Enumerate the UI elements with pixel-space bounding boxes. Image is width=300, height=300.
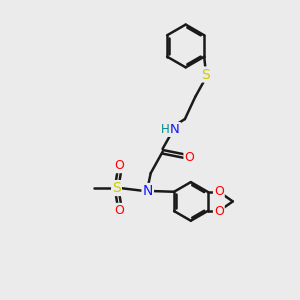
Text: O: O	[214, 205, 224, 218]
Text: H: H	[161, 123, 170, 136]
Text: N: N	[170, 123, 180, 136]
Text: N: N	[142, 184, 153, 198]
Text: O: O	[214, 185, 224, 198]
Text: O: O	[184, 151, 194, 164]
Text: O: O	[115, 159, 124, 172]
Text: S: S	[201, 68, 210, 82]
Text: S: S	[112, 181, 121, 195]
Text: O: O	[115, 204, 124, 217]
